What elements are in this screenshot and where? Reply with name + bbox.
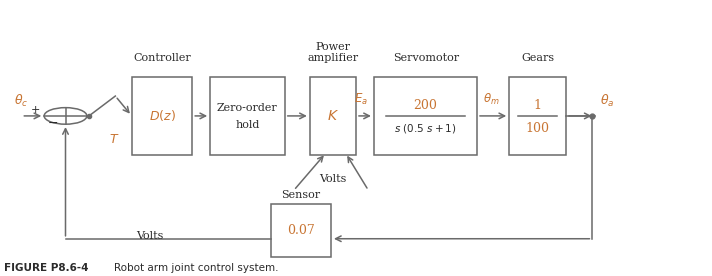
Bar	[210, 77, 285, 155]
Bar	[509, 77, 566, 155]
Text: +: +	[31, 105, 41, 115]
Text: $T$: $T$	[109, 133, 119, 146]
Text: $\theta_m$: $\theta_m$	[483, 92, 500, 107]
Text: hold: hold	[235, 120, 260, 130]
Text: Volts: Volts	[320, 174, 347, 184]
Text: $-$: $-$	[47, 116, 58, 129]
Text: $\theta_a$: $\theta_a$	[600, 93, 614, 109]
Text: Sensor: Sensor	[281, 190, 320, 200]
Bar	[310, 77, 356, 155]
Text: $E_a$: $E_a$	[355, 92, 368, 107]
Text: 0.07: 0.07	[287, 224, 315, 237]
Text: $K$: $K$	[327, 109, 339, 123]
Text: Robot arm joint control system.: Robot arm joint control system.	[114, 263, 278, 273]
Text: Gears: Gears	[521, 53, 554, 63]
Text: Volts: Volts	[136, 231, 163, 241]
Text: Zero-order: Zero-order	[217, 103, 278, 113]
Text: FIGURE P8.6-4: FIGURE P8.6-4	[4, 263, 88, 273]
Text: 100: 100	[525, 122, 550, 135]
Bar	[132, 77, 192, 155]
Text: $s\ (0.5\ s+1)$: $s\ (0.5\ s+1)$	[394, 122, 456, 135]
Text: 1: 1	[533, 99, 542, 112]
Text: Controller: Controller	[133, 53, 192, 63]
Text: 200: 200	[414, 99, 437, 112]
Text: Power
amplifier: Power amplifier	[308, 42, 359, 63]
Text: $D(z)$: $D(z)$	[149, 108, 175, 123]
Bar	[271, 204, 331, 257]
Text: Servomotor: Servomotor	[393, 53, 459, 63]
Bar	[374, 77, 477, 155]
Text: $\theta_c$: $\theta_c$	[14, 93, 28, 109]
